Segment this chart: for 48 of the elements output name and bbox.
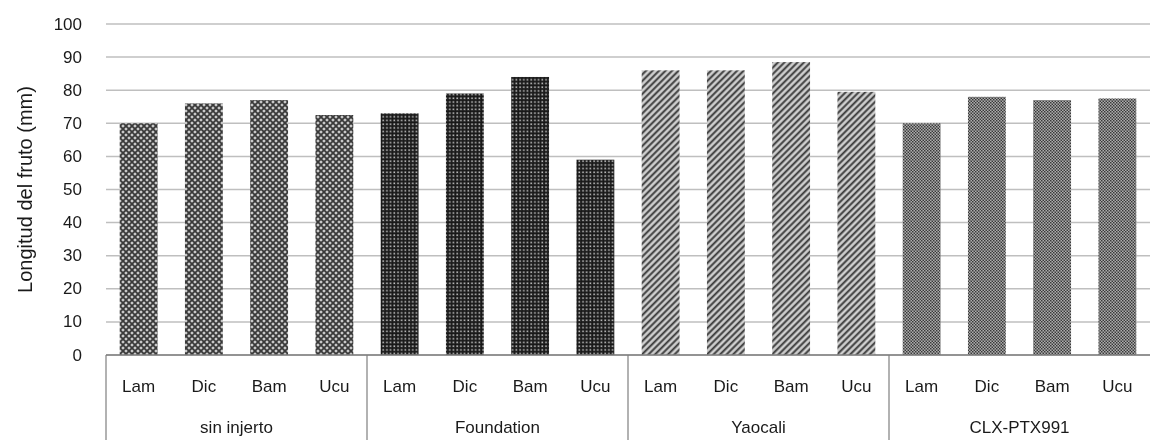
bar (511, 76, 550, 355)
y-tick-label: 20 (63, 279, 82, 299)
y-tick-label: 30 (63, 246, 82, 266)
x-tick-label: sin injerto (200, 418, 273, 437)
bar (837, 91, 876, 355)
bar (380, 113, 419, 355)
text: Dic (713, 377, 739, 396)
y-tick-label: 90 (63, 47, 82, 67)
bar (576, 159, 615, 355)
bar (315, 115, 354, 355)
bar (706, 70, 745, 355)
y-tick-label: 60 (63, 146, 82, 166)
bar (184, 103, 223, 355)
bar (641, 70, 680, 355)
text: Ucu (1102, 377, 1133, 396)
x-tick-label: Yaocali (731, 418, 786, 437)
y-tick-label: 50 (63, 180, 82, 199)
y-tick-label: 100 (53, 14, 82, 34)
bar (445, 93, 484, 355)
series-label: Lam (122, 377, 156, 396)
text: Ucu (580, 377, 611, 396)
bar (1098, 98, 1137, 355)
bar (250, 100, 289, 355)
series-label: Dic (191, 377, 217, 396)
text: Bam (1034, 377, 1070, 396)
text: Bam (773, 377, 809, 396)
y-tick-label: 0 (72, 345, 82, 365)
y-tick-label: 70 (63, 113, 82, 133)
bar (902, 123, 941, 355)
bar (967, 96, 1006, 355)
text: Dic (452, 377, 478, 396)
text: Dic (974, 377, 1000, 396)
bar (119, 123, 158, 355)
text: Bam (512, 377, 548, 396)
x-tick-label: CLX-PTX991 (969, 418, 1070, 437)
text: Lam (644, 377, 678, 396)
text: Ucu (841, 377, 872, 396)
x-tick-label: Foundation (454, 418, 541, 437)
text: Lam (905, 377, 939, 396)
text: Lam (383, 377, 417, 396)
y-axis-title: Longitud del fruto (mm) (14, 86, 36, 293)
series-label: Bam (251, 377, 287, 396)
y-tick-label: 10 (63, 312, 82, 332)
y-tick-label: 80 (63, 80, 82, 100)
series-label: Ucu (319, 377, 350, 396)
bar (772, 62, 811, 355)
bar (1033, 100, 1072, 355)
y-tick-label: 40 (63, 213, 82, 233)
